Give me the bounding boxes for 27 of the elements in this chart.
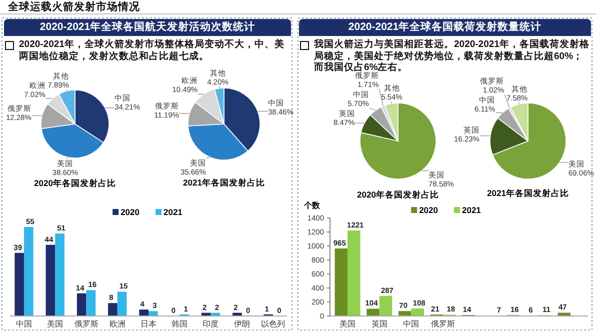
text: 2020-2021年全球各国载荷发射数量统计 — [299, 19, 591, 36]
x-tick-label: 欧洲 — [109, 320, 126, 329]
text: 2021年各国发射占比 — [487, 188, 569, 198]
x-tick-label: 中国 — [16, 320, 32, 329]
text: 全球运载火箭发射市场情况 — [8, 0, 141, 14]
text: 2020年各国发射占比 — [34, 178, 116, 188]
y-axis-title: 个数 — [303, 201, 321, 210]
legend-label: 2021 — [462, 205, 482, 215]
x-tick-label: 美国 — [47, 320, 64, 329]
text: 2020-2021年，全球火箭发射市场整体格局变动不大，中、美两国地位稳定，发射次数总和占比超七成。 — [19, 39, 286, 62]
text: 2020年各国发射占比 — [357, 189, 439, 200]
x-tick-label: 中国 — [403, 320, 420, 329]
x-tick-label: 美国 — [340, 320, 356, 329]
x-tick-label: 韩国 — [172, 320, 188, 329]
x-tick-label: 俄罗斯 — [74, 320, 98, 329]
x-tick-label: 俄罗斯 — [431, 320, 456, 329]
text: 2021年各国发射占比 — [183, 177, 265, 188]
x-tick-label: 伊朗 — [234, 320, 250, 329]
legend-label: 2020 — [419, 205, 438, 215]
text: 2020-2021年全球各国航天发射活动次数统计 — [4, 19, 291, 36]
x-tick-label: 英国 — [371, 320, 388, 329]
x-tick-label: 以色列 — [260, 320, 285, 329]
text: 我国火箭运力与美国相距甚远。2020-2021年，各国载荷发射格局稳定，美国处于绝对优势地位，载荷发射数量占比超60%；而我国仅占6%左右。 — [314, 39, 590, 73]
x-tick-label: 印度 — [202, 320, 219, 329]
x-tick-label: 日本 — [140, 320, 156, 329]
legend-label: 2021 — [164, 207, 183, 217]
legend-label: 2020 — [120, 207, 140, 217]
